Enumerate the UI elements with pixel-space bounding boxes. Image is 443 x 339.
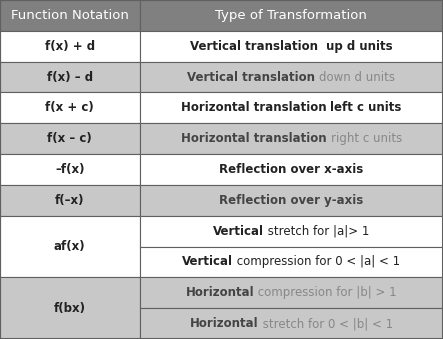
Bar bbox=[140, 93, 443, 123]
Text: Vertical translation: Vertical translation bbox=[190, 40, 322, 53]
Bar bbox=[140, 123, 443, 154]
Bar bbox=[140, 246, 443, 277]
Text: Horizontal translation: Horizontal translation bbox=[181, 101, 330, 114]
Bar bbox=[140, 0, 443, 31]
Text: Horizontal: Horizontal bbox=[186, 286, 254, 299]
Bar bbox=[140, 216, 443, 246]
Text: f(x) + d: f(x) + d bbox=[45, 40, 95, 53]
Text: right c units: right c units bbox=[330, 132, 402, 145]
Text: Horizontal translation: Horizontal translation bbox=[181, 132, 330, 145]
Text: af(x): af(x) bbox=[54, 240, 85, 253]
Bar bbox=[0, 216, 140, 277]
Bar bbox=[0, 123, 140, 154]
Text: Type of Transformation: Type of Transformation bbox=[215, 9, 367, 22]
Bar bbox=[140, 308, 443, 339]
Bar bbox=[140, 31, 443, 62]
Bar bbox=[0, 93, 140, 123]
Bar bbox=[140, 277, 443, 308]
Bar bbox=[0, 31, 140, 62]
Text: up d units: up d units bbox=[322, 40, 392, 53]
Text: f(bx): f(bx) bbox=[54, 302, 86, 315]
Bar bbox=[0, 0, 140, 31]
Text: Reflection over x-axis: Reflection over x-axis bbox=[219, 163, 363, 176]
Text: compression for 0 < |a| < 1: compression for 0 < |a| < 1 bbox=[233, 256, 400, 268]
Text: f(x + c): f(x + c) bbox=[45, 101, 94, 114]
Bar bbox=[0, 277, 140, 339]
Text: stretch for |a|> 1: stretch for |a|> 1 bbox=[264, 225, 369, 238]
Bar bbox=[140, 62, 443, 93]
Text: Vertical: Vertical bbox=[213, 225, 264, 238]
Text: –f(x): –f(x) bbox=[55, 163, 85, 176]
Text: Vertical: Vertical bbox=[182, 256, 233, 268]
Text: f(x) – d: f(x) – d bbox=[47, 71, 93, 83]
Text: Function Notation: Function Notation bbox=[11, 9, 129, 22]
Bar bbox=[0, 185, 140, 216]
Text: Vertical translation: Vertical translation bbox=[187, 71, 319, 83]
Text: stretch for 0 < |b| < 1: stretch for 0 < |b| < 1 bbox=[259, 317, 392, 330]
Bar bbox=[0, 154, 140, 185]
Bar bbox=[0, 62, 140, 93]
Bar bbox=[140, 154, 443, 185]
Text: down d units: down d units bbox=[319, 71, 395, 83]
Text: Horizontal: Horizontal bbox=[190, 317, 259, 330]
Text: left c units: left c units bbox=[330, 101, 402, 114]
Bar bbox=[140, 185, 443, 216]
Text: f(x – c): f(x – c) bbox=[47, 132, 92, 145]
Text: Reflection over y-axis: Reflection over y-axis bbox=[219, 194, 363, 207]
Text: compression for |b| > 1: compression for |b| > 1 bbox=[254, 286, 397, 299]
Text: f(–x): f(–x) bbox=[55, 194, 85, 207]
